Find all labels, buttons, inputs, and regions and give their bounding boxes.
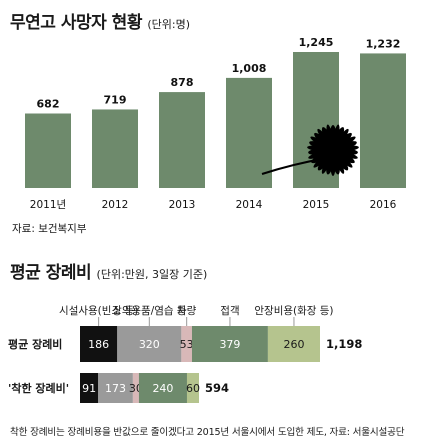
chrysanthemum-flower-icon	[261, 124, 359, 176]
data-label: 320	[139, 338, 160, 351]
legend-label: 장의용품/염습 등	[112, 305, 187, 317]
stacked-segment	[117, 326, 182, 362]
stacked-segment	[191, 326, 268, 362]
chart-title-text: 무연고 사망자 현황	[10, 13, 142, 33]
chart-unit: (단위:명)	[147, 18, 191, 31]
chart-unit-2: (단위:만원, 3일장 기준)	[96, 268, 208, 281]
legend-label: 안장비용(화장 등)	[254, 305, 333, 317]
data-label: 91	[82, 382, 96, 395]
stacked-segment	[80, 373, 99, 403]
stacked-segment	[132, 373, 139, 403]
data-label: 53	[180, 338, 194, 351]
category-label: 평균 장례비	[8, 337, 62, 351]
stacked-segment	[138, 373, 187, 403]
chart-title-2-text: 평균 장례비	[10, 263, 92, 283]
bar	[25, 113, 71, 188]
data-label: 682	[37, 98, 60, 111]
bar	[360, 53, 406, 189]
data-label: 1,245	[299, 36, 334, 49]
x-tick-label: 2013	[169, 199, 196, 211]
stacked-segment	[98, 373, 133, 403]
x-tick-label: 2012	[102, 199, 129, 211]
data-label: 240	[152, 382, 173, 395]
legend-label: 시설사용(빈소 등)	[59, 305, 138, 317]
data-label: 260	[283, 338, 304, 351]
bar	[226, 77, 272, 188]
data-label: 1,232	[366, 37, 401, 50]
stacked-segment	[181, 326, 192, 362]
data-label: 719	[104, 93, 127, 106]
chart-title-2: 평균 장례비 (단위:만원, 3일장 기준)	[10, 258, 207, 283]
data-label: 878	[171, 76, 194, 89]
bar	[92, 109, 138, 188]
total-label: 1,198	[326, 337, 362, 351]
stacked-segment	[186, 373, 199, 403]
data-label: 1,008	[232, 62, 267, 75]
category-label: '착한 장례비'	[8, 381, 69, 395]
data-label: 173	[105, 382, 126, 395]
data-label: 60	[186, 382, 200, 395]
data-label: 379	[219, 338, 240, 351]
chart-source: 자료: 보건복지부	[12, 223, 87, 235]
chart-footnote: 착한 장례비는 장례비용을 반값으로 줄이겠다고 2015년 서울시에서 도입한…	[10, 427, 405, 438]
legend-label: 차량	[177, 305, 197, 317]
x-tick-label: 2014	[236, 199, 263, 211]
stacked-segment	[80, 326, 118, 362]
total-label: 594	[205, 381, 229, 395]
chart-title: 무연고 사망자 현황 (단위:명)	[10, 8, 190, 33]
x-tick-label: 2011년	[30, 199, 66, 211]
legend-label: 접객	[220, 305, 239, 317]
x-tick-label: 2016	[370, 199, 397, 211]
x-tick-label: 2015	[303, 199, 330, 211]
data-label: 186	[88, 338, 109, 351]
stacked-segment	[267, 326, 320, 362]
bar	[159, 92, 205, 188]
